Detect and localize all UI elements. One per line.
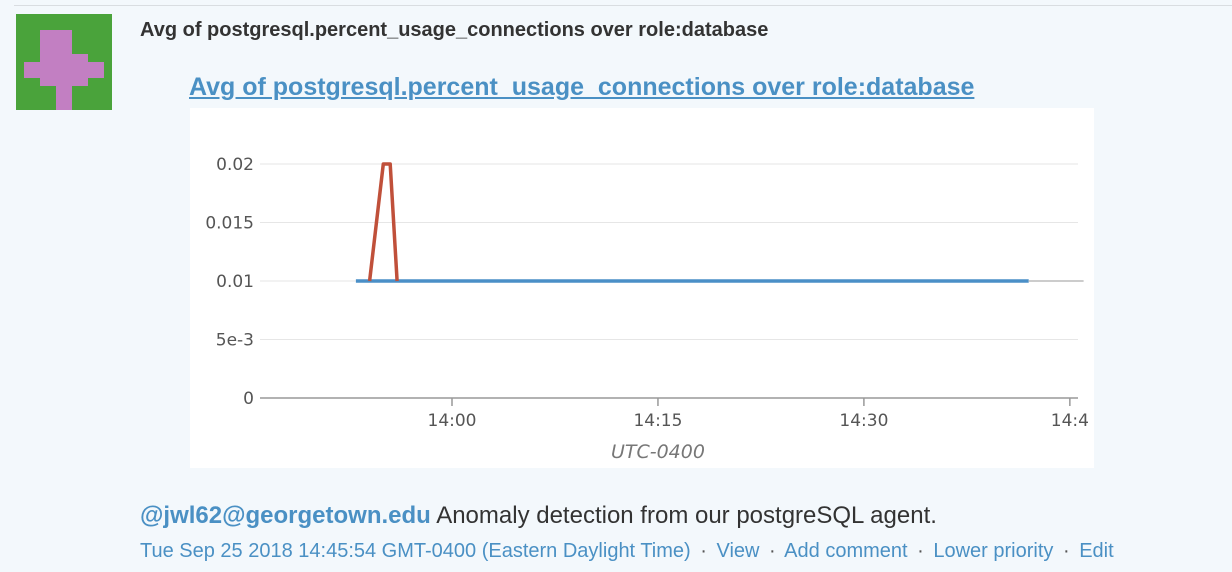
avatar-pixel <box>40 54 88 62</box>
chart-svg: 0.02 0.015 0.01 5e-3 0 14:00 14:15 14:30 14:4 UTC… <box>205 155 1089 463</box>
message-text: Anomaly detection from our postgreSQL ag… <box>436 502 937 529</box>
x-tick-label: 14:15 <box>633 411 682 431</box>
avatar <box>16 14 112 110</box>
timestamp-link[interactable]: Tue Sep 25 2018 14:45:54 GMT-0400 (Easte… <box>140 540 691 562</box>
view-link[interactable]: View <box>716 540 760 562</box>
x-axis-label: UTC-0400 <box>611 441 705 463</box>
y-tick-label: 0.01 <box>216 272 254 292</box>
avatar-pixel <box>56 78 72 110</box>
avatar-pixel <box>24 62 104 78</box>
y-tick-label: 0.015 <box>205 214 254 234</box>
x-tick-label: 14:30 <box>839 411 888 431</box>
event-title: Avg of postgresql.percent_usage_connecti… <box>140 19 769 41</box>
top-divider <box>14 5 1232 6</box>
separator: · <box>1062 540 1070 562</box>
lower-priority-link[interactable]: Lower priority <box>933 540 1054 562</box>
separator: · <box>700 540 707 562</box>
separator: · <box>769 540 776 562</box>
separator: · <box>917 540 924 562</box>
avatar-pixel <box>40 78 88 86</box>
add-comment-link[interactable]: Add comment <box>784 540 908 562</box>
avatar-pixel <box>40 30 72 54</box>
x-tick-label: 14:00 <box>428 411 477 431</box>
x-tick-label: 14:4 <box>1051 411 1089 431</box>
edit-link[interactable]: Edit <box>1079 540 1114 562</box>
y-tick-label: 0 <box>243 389 254 409</box>
user-mention-link[interactable]: @jwl62@georgetown.edu <box>140 502 431 529</box>
y-tick-label: 0.02 <box>216 155 254 175</box>
series-line <box>367 162 399 282</box>
y-tick-label: 5e-3 <box>216 331 254 351</box>
timeseries-chart: 0.02 0.015 0.01 5e-3 0 14:00 14:15 14:30 14:4 UTC… <box>190 108 1094 468</box>
graph-title-link[interactable]: Avg of postgresql.percent_usage_connecti… <box>189 73 975 101</box>
event-meta: Tue Sep 25 2018 14:45:54 GMT-0400 (Easte… <box>140 540 1114 563</box>
event-message: @jwl62@georgetown.edu Anomaly detection … <box>140 502 937 530</box>
